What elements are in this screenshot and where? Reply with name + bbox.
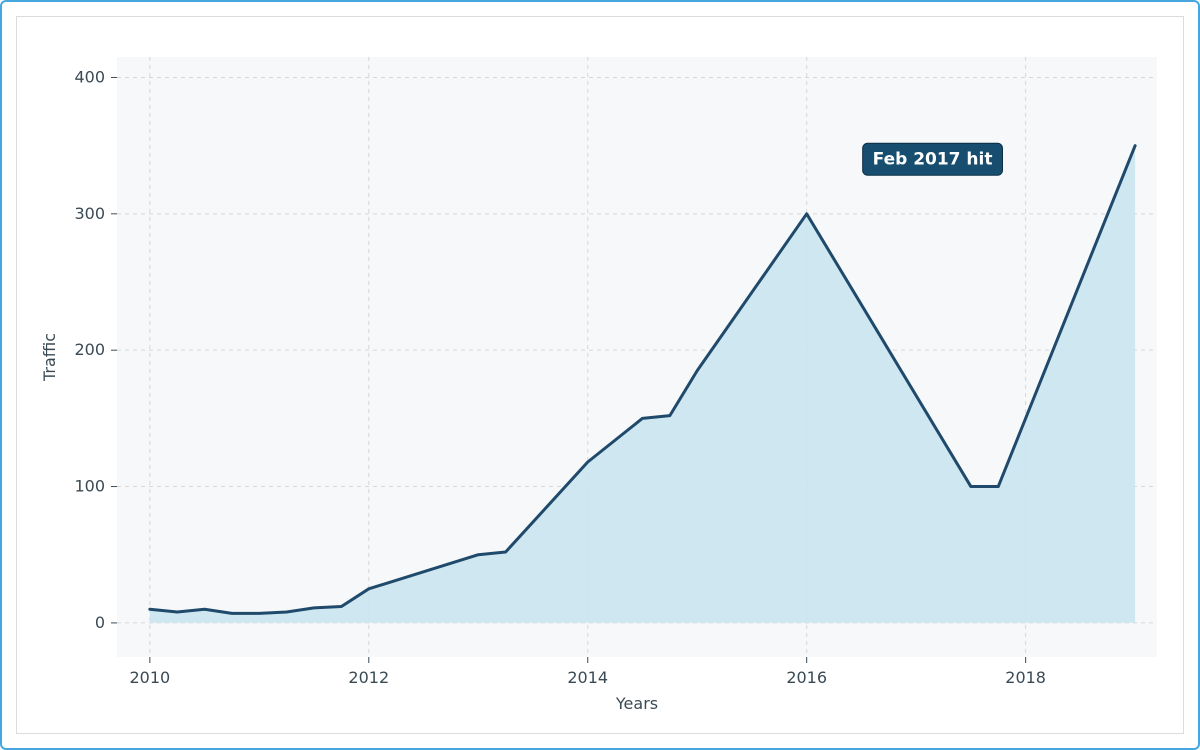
outer-frame: 2010 2012 2014 2016 2018 0 100 200 300 400 Years… [0,0,1200,750]
x-tick-label: 2012 [348,668,389,687]
traffic-area-chart: 2010 2012 2014 2016 2018 0 100 200 300 400 Years… [17,17,1185,733]
x-tick-marks [150,657,1026,663]
y-tick-label: 300 [74,204,105,223]
y-tick-label: 200 [74,340,105,359]
x-tick-label: 2018 [1005,668,1046,687]
x-tick-label: 2016 [786,668,827,687]
y-tick-label: 100 [74,477,105,496]
annotation-text: Feb 2017 hit [873,149,993,169]
y-tick-label: 400 [74,67,105,86]
x-tick-label: 2014 [567,668,608,687]
y-axis-label: Traffic [40,333,59,382]
x-axis-label: Years [615,694,658,713]
y-tick-marks [111,77,117,622]
chart-panel: 2010 2012 2014 2016 2018 0 100 200 300 400 Years… [16,16,1184,734]
annotation-box: Feb 2017 hit [863,143,1003,175]
y-tick-labels: 0 100 200 300 400 [74,67,105,631]
y-tick-label: 0 [95,613,105,632]
x-tick-labels: 2010 2012 2014 2016 2018 [129,668,1046,687]
x-tick-label: 2010 [129,668,170,687]
